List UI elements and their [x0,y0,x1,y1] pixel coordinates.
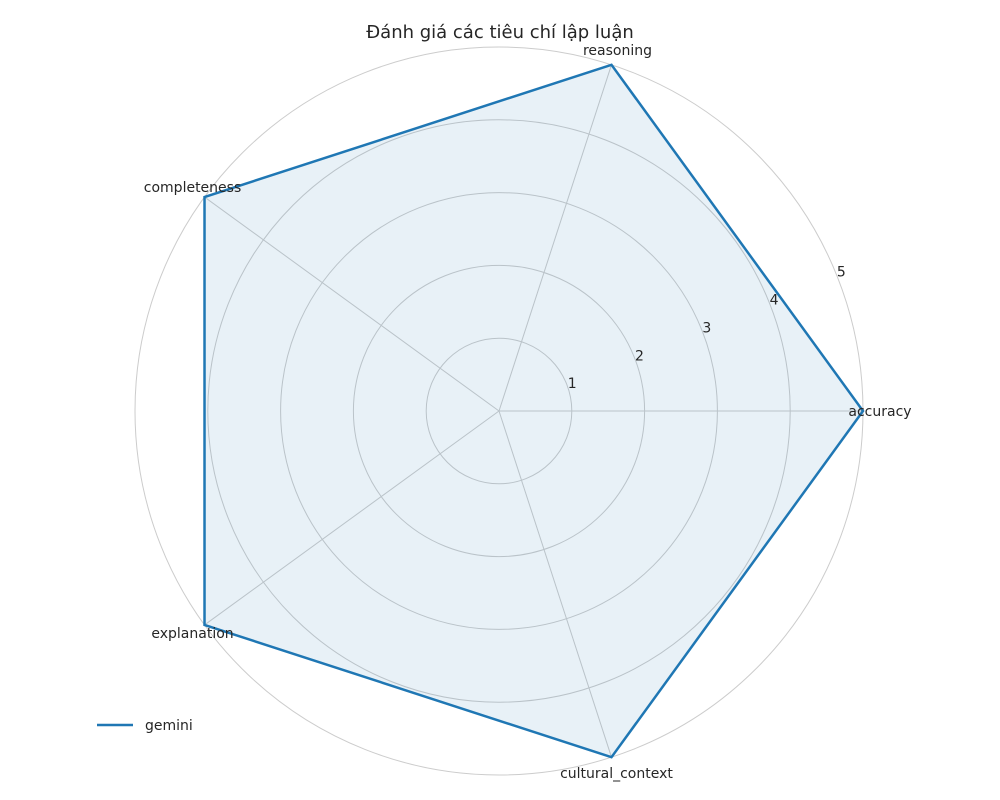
grid-layer [134,46,864,776]
label-layer: 1 2 3 4 5 accuracy reasoning completeness explan… [144,43,912,782]
axis-label-cultural_context: cultural_context [560,766,673,782]
series-fill-gemini [204,64,863,758]
spoke-completeness [204,196,500,412]
r-tick-label: 1 [568,376,577,392]
chart-title: Đánh giá các tiêu chí lập luận [366,22,634,43]
spoke-reasoning [498,64,612,412]
axis-label-explanation: explanation [151,626,233,642]
series-layer [203,63,865,759]
legend-label-gemini: gemini [145,718,193,734]
axis-label-completeness: completeness [144,180,241,196]
r-tick-label: 2 [635,348,644,364]
series-line-gemini [203,63,865,759]
axis-label-reasoning: reasoning [583,43,652,59]
r-tick-label: 3 [702,320,711,336]
spoke-explanation [204,410,500,626]
spoke-cultural_context [498,410,612,758]
r-tick-label: 5 [837,265,846,281]
r-tick-label: 4 [770,293,779,309]
legend: gemini [97,718,193,734]
axis-label-accuracy: accuracy [848,404,911,420]
